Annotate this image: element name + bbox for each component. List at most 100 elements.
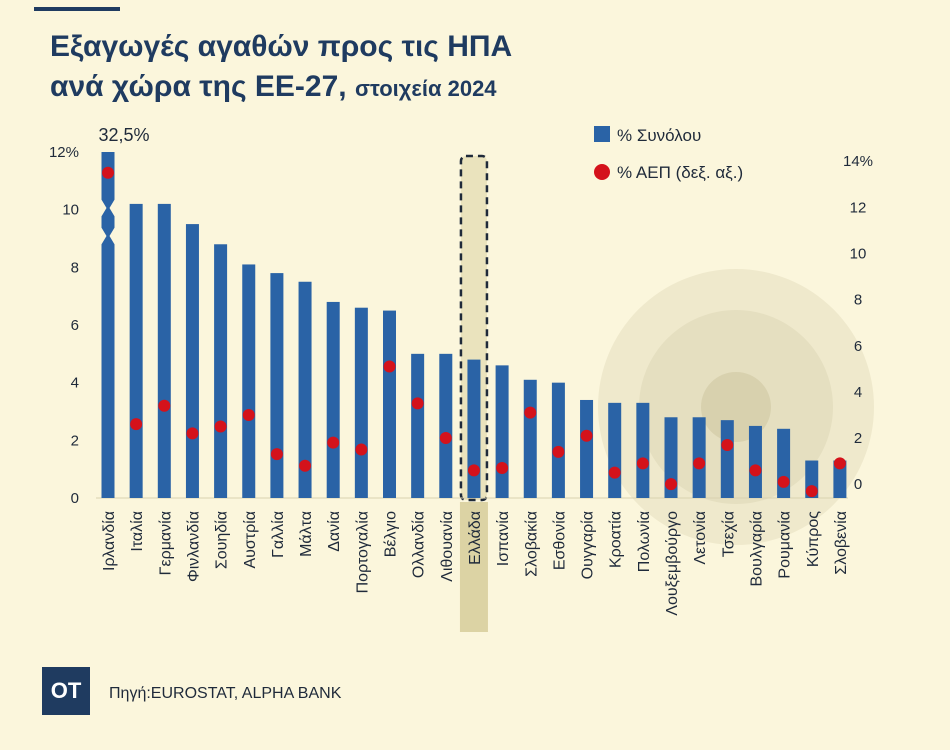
bar-2: [129, 203, 143, 498]
bar-17: [551, 382, 565, 498]
bar-20: [636, 402, 650, 498]
legend: % Συνόλου % ΑΕΠ (δεξ. αξ.): [594, 126, 743, 182]
dot-27: [833, 457, 846, 470]
dot-8: [299, 459, 312, 472]
dot-1: [102, 166, 114, 179]
dot-6: [242, 408, 255, 421]
dot-17: [552, 445, 565, 458]
category-label-3: Γερμανία: [157, 511, 174, 575]
dot-4: [186, 427, 199, 440]
bar-18: [580, 399, 594, 498]
x-axis-labels: Ιρλανδία Ιταλία Γερμανία Φινλανδία Σουηδία Αυ…: [101, 511, 850, 616]
bar-8: [298, 281, 312, 498]
source-note: Πηγή:EUROSTAT, ALPHA BANK: [109, 685, 342, 702]
bar-15: [495, 365, 509, 498]
bar-5: [214, 244, 228, 498]
left-tick-4: 8: [71, 259, 79, 276]
right-tick-4: 8: [854, 292, 862, 309]
category-label-11: Βέλγιο: [383, 511, 400, 557]
bar-19: [608, 402, 622, 498]
category-label-1: Ιρλανδία: [101, 511, 118, 571]
category-label-16: Σλοβακία: [523, 511, 540, 577]
category-label-20: Πολωνία: [636, 511, 653, 572]
dot-22: [693, 457, 706, 470]
bar-14: [467, 359, 481, 498]
dot-25: [777, 475, 790, 488]
right-tick-7: 14%: [843, 153, 873, 170]
category-label-22: Λετονία: [692, 511, 709, 565]
category-label-13: Λιθουανία: [439, 511, 456, 582]
left-tick-0: 0: [71, 490, 79, 507]
category-label-25: Ρουμανία: [777, 511, 794, 579]
right-tick-0: 0: [854, 476, 862, 493]
chart-title-line2: ανά χώρα της ΕΕ-27, στοιχεία 2024: [50, 70, 497, 104]
legend-bar-label: % Συνόλου: [617, 126, 701, 145]
dot-3: [158, 399, 171, 412]
dot-26: [805, 485, 818, 498]
category-label-21: Λουξεμβούργο: [664, 511, 681, 616]
category-label-7: Γαλλία: [270, 511, 287, 558]
category-label-19: Κροατία: [608, 511, 625, 568]
chart-title-line1: Εξαγωγές αγαθών προς τις ΗΠΑ: [50, 30, 513, 63]
right-y-axis: 0 2 4 6 8 10 12 14%: [843, 153, 873, 493]
dot-21: [665, 478, 677, 491]
left-y-axis: 0 2 4 6 8 10 12%: [49, 144, 79, 507]
dot-20: [636, 457, 649, 470]
dot-13: [439, 432, 452, 445]
bar-11: [383, 310, 396, 498]
left-tick-3: 6: [71, 317, 79, 334]
dot-16: [524, 406, 537, 419]
dot-7: [270, 448, 283, 461]
dot-5: [214, 420, 227, 433]
category-label-24: Βουλγαρία: [748, 511, 765, 586]
dot-15: [496, 462, 509, 475]
category-label-5: Σουηδία: [214, 511, 231, 569]
category-label-12: Ολλανδία: [411, 511, 428, 578]
category-label-8: Μάλτα: [298, 511, 315, 557]
dot-18: [580, 429, 593, 442]
bar-6: [242, 264, 256, 498]
right-tick-5: 10: [850, 245, 867, 262]
highlight-label-band: [459, 502, 488, 632]
bar-21: [664, 417, 678, 498]
left-tick-1: 2: [71, 432, 79, 449]
left-tick-5: 10: [62, 202, 79, 219]
category-label-15: Ισπανία: [495, 511, 512, 566]
right-tick-2: 4: [854, 384, 862, 401]
bar-27: [833, 460, 847, 498]
category-label-26: Κύπρος: [805, 511, 822, 567]
axis-break-mark-right-1: [109, 198, 116, 218]
legend-dot-swatch: [594, 164, 610, 180]
bar-7: [270, 273, 284, 498]
dot-24: [749, 464, 762, 477]
dot-11: [383, 360, 396, 373]
category-label-17: Εσθονία: [551, 511, 568, 570]
left-tick-6: 12%: [49, 144, 79, 161]
bars-group: [96, 152, 848, 499]
dot-19: [608, 466, 621, 479]
legend-dot-label: % ΑΕΠ (δεξ. αξ.): [617, 163, 743, 182]
bar-4: [185, 224, 199, 499]
bar-10: [354, 307, 368, 498]
category-label-9: Δανία: [326, 511, 343, 552]
bar-13: [439, 353, 453, 498]
category-label-18: Ουγγαρία: [580, 511, 597, 579]
bar-3: [157, 203, 171, 498]
deco-circle-inner: [701, 372, 771, 442]
annotation-label-1: 32,5%: [98, 125, 149, 145]
axis-break-mark-left-2: [100, 226, 107, 246]
category-label-10: Πορτογαλία: [354, 511, 371, 593]
bar-24: [748, 425, 762, 498]
axis-break-mark-left-1: [100, 198, 107, 218]
dot-12: [411, 397, 424, 410]
category-label-23: Τσεχία: [720, 511, 737, 557]
chart-title-subtitle: στοιχεία 2024: [354, 76, 497, 101]
category-label-6: Αυστρία: [242, 511, 259, 569]
ot-logo: OT: [42, 667, 90, 715]
right-tick-3: 6: [854, 338, 862, 355]
left-tick-2: 4: [71, 375, 79, 392]
category-label-2: Ιταλία: [129, 511, 146, 552]
right-tick-6: 12: [850, 199, 867, 216]
bar-9: [326, 301, 340, 498]
